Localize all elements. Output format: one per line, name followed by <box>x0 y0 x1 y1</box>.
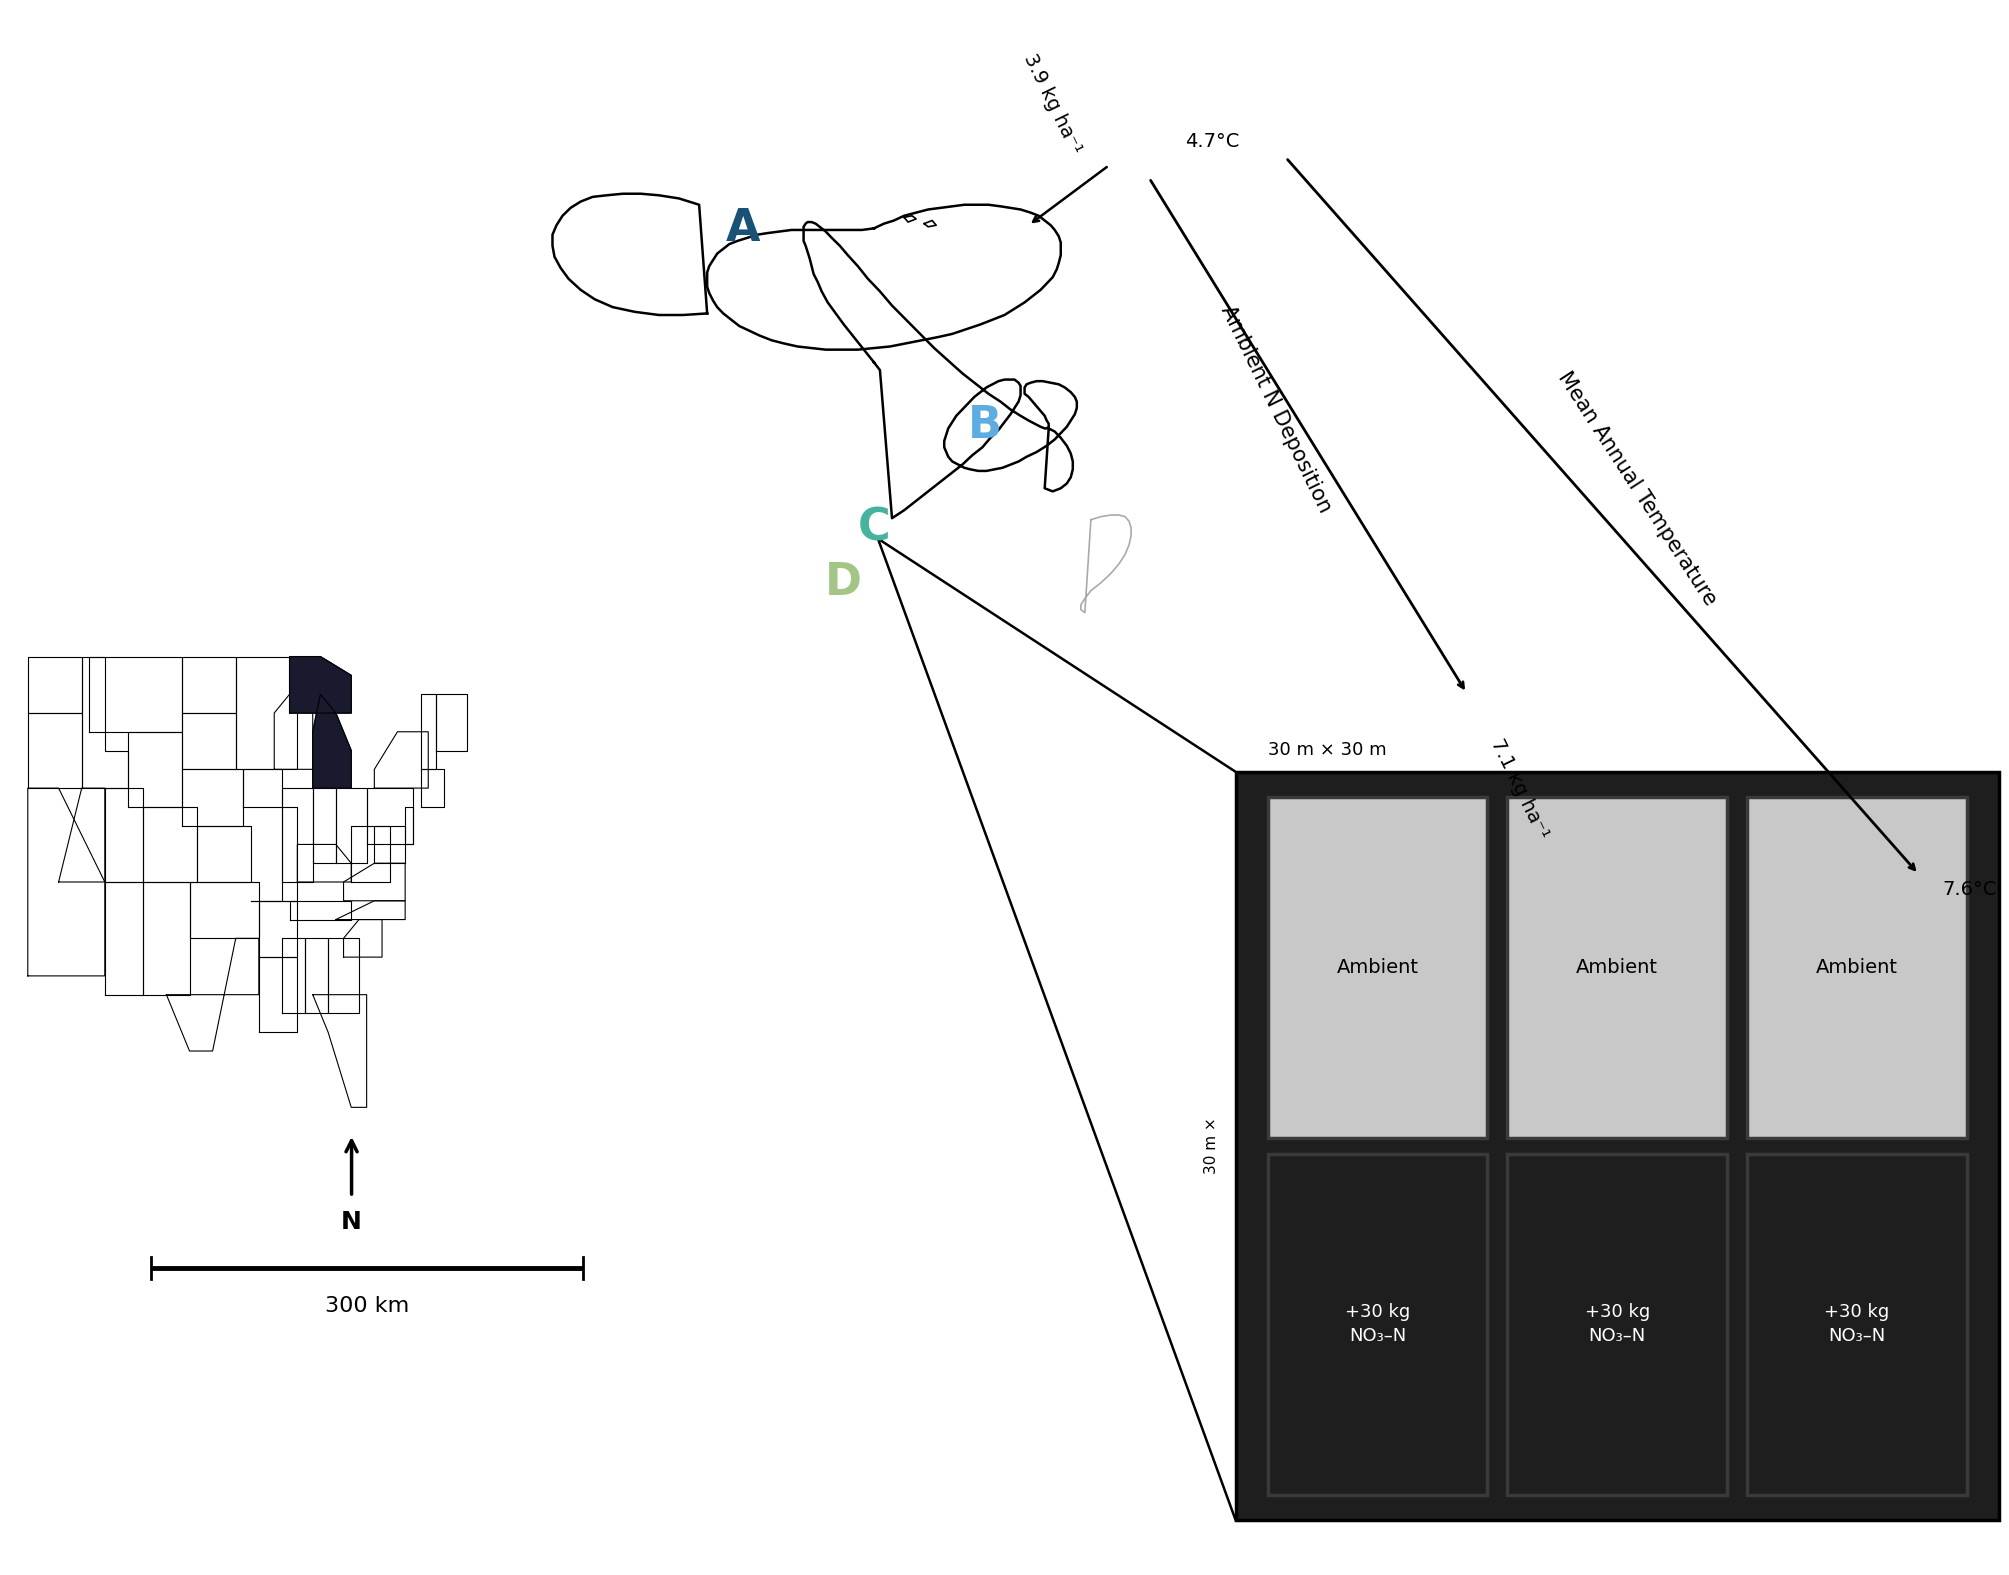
Polygon shape <box>143 806 197 882</box>
Text: 300 km: 300 km <box>325 1296 408 1317</box>
Bar <box>1236 772 1999 1520</box>
Polygon shape <box>352 825 390 882</box>
Polygon shape <box>189 882 259 939</box>
Polygon shape <box>374 825 406 863</box>
Polygon shape <box>259 901 297 958</box>
Polygon shape <box>167 939 259 1051</box>
Polygon shape <box>420 769 444 806</box>
Bar <box>1268 797 1487 1137</box>
Text: C: C <box>858 506 890 550</box>
Polygon shape <box>344 863 406 901</box>
Polygon shape <box>28 713 82 788</box>
Polygon shape <box>289 657 352 713</box>
Text: +30 kg
NO₃–N: +30 kg NO₃–N <box>1585 1304 1649 1345</box>
Polygon shape <box>143 882 189 995</box>
Polygon shape <box>289 901 352 920</box>
Polygon shape <box>82 657 129 788</box>
Text: 30 m ×: 30 m × <box>1205 1117 1219 1175</box>
Polygon shape <box>313 995 368 1107</box>
Text: 7.1 kg ha⁻¹: 7.1 kg ha⁻¹ <box>1487 736 1551 843</box>
Polygon shape <box>259 958 297 1032</box>
Polygon shape <box>552 194 707 315</box>
Polygon shape <box>436 695 466 751</box>
Polygon shape <box>336 901 406 920</box>
Polygon shape <box>243 769 281 806</box>
Text: +30 kg
NO₃–N: +30 kg NO₃–N <box>1344 1304 1410 1345</box>
Polygon shape <box>336 788 368 863</box>
Text: 4.7°C: 4.7°C <box>1185 132 1240 151</box>
Polygon shape <box>924 221 936 227</box>
Text: 30 m × 30 m: 30 m × 30 m <box>1268 742 1386 759</box>
Polygon shape <box>804 222 1077 518</box>
Polygon shape <box>183 657 235 713</box>
Polygon shape <box>104 882 143 995</box>
Bar <box>1507 797 1728 1137</box>
Polygon shape <box>368 788 414 844</box>
Text: B: B <box>968 403 1000 447</box>
Text: 7.6°C: 7.6°C <box>1943 880 1997 899</box>
Text: Ambient: Ambient <box>1336 958 1418 976</box>
Polygon shape <box>281 939 305 1013</box>
Polygon shape <box>90 657 183 732</box>
Polygon shape <box>313 788 336 863</box>
Text: N: N <box>342 1210 362 1233</box>
Bar <box>1748 1153 1967 1495</box>
Polygon shape <box>406 806 414 844</box>
Polygon shape <box>281 788 313 882</box>
Polygon shape <box>313 695 352 788</box>
Bar <box>1507 1153 1728 1495</box>
Polygon shape <box>58 788 104 882</box>
Polygon shape <box>904 216 916 222</box>
Text: 3.9 kg ha⁻¹: 3.9 kg ha⁻¹ <box>1021 50 1085 158</box>
Polygon shape <box>129 732 183 806</box>
Polygon shape <box>297 844 352 882</box>
Polygon shape <box>183 713 235 769</box>
Bar <box>1268 1153 1487 1495</box>
Polygon shape <box>327 939 360 1013</box>
Bar <box>1748 797 1967 1137</box>
Polygon shape <box>707 205 1061 350</box>
Polygon shape <box>289 657 352 713</box>
Polygon shape <box>235 657 297 769</box>
Text: D: D <box>826 561 862 605</box>
Polygon shape <box>275 695 313 769</box>
Polygon shape <box>305 939 327 1013</box>
Text: Ambient: Ambient <box>1816 958 1899 976</box>
Polygon shape <box>104 788 143 882</box>
Polygon shape <box>28 788 104 976</box>
Text: +30 kg
NO₃–N: +30 kg NO₃–N <box>1824 1304 1890 1345</box>
Polygon shape <box>420 695 436 769</box>
Polygon shape <box>28 657 82 713</box>
Polygon shape <box>251 806 297 901</box>
Text: Mean Annual Temperature: Mean Annual Temperature <box>1555 367 1720 610</box>
Polygon shape <box>1045 428 1073 491</box>
Polygon shape <box>183 769 243 825</box>
Polygon shape <box>197 825 251 882</box>
Polygon shape <box>344 920 382 958</box>
Polygon shape <box>374 732 428 788</box>
Polygon shape <box>1081 515 1131 613</box>
Text: A: A <box>725 206 761 250</box>
Text: Ambient: Ambient <box>1577 958 1657 976</box>
Text: Ambient N Deposition: Ambient N Deposition <box>1217 302 1334 517</box>
